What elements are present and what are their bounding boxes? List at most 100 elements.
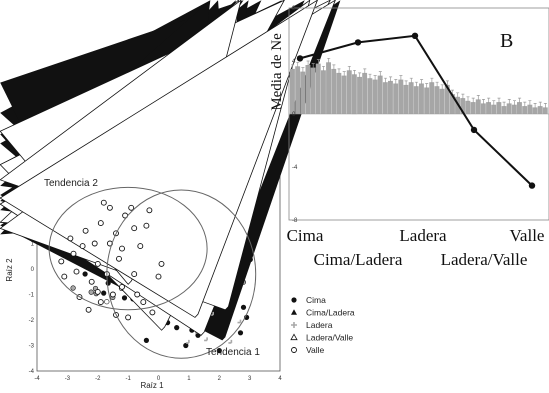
error-bar	[322, 65, 325, 72]
background-bar	[372, 79, 378, 114]
error-bar	[445, 80, 449, 86]
x-tick-label: -1	[125, 376, 131, 382]
background-bar	[424, 87, 430, 114]
scatter-point	[244, 314, 250, 320]
background-bar	[486, 102, 491, 114]
scatter-point	[143, 337, 149, 343]
error-bar	[466, 96, 470, 102]
scatter-point	[204, 337, 208, 342]
x-tick-label: 2	[218, 376, 222, 382]
background-bar	[403, 84, 409, 114]
background-bar	[336, 72, 342, 114]
error-bar	[389, 76, 393, 82]
scatter-point	[97, 299, 104, 306]
error-bar	[435, 81, 439, 88]
scatter-point	[119, 245, 125, 252]
x-category-label: Ladera/Valle	[441, 250, 528, 269]
trend-ellipse	[48, 186, 208, 311]
scatter-point	[128, 204, 135, 211]
y-tick-label: -4	[29, 369, 35, 375]
background-bar	[429, 82, 435, 114]
error-bar	[538, 101, 542, 108]
scatter-point	[290, 333, 298, 341]
error-bar	[342, 71, 346, 77]
x-tick-label: 3	[248, 376, 252, 382]
error-bar	[337, 68, 341, 74]
error-bar	[497, 97, 501, 104]
error-bar	[518, 97, 522, 104]
scatter-point	[73, 268, 80, 275]
legend: Cima Cima/Ladera Ladera Ladera/Valle Valle	[290, 295, 355, 355]
error-bar	[533, 103, 537, 109]
scatter-point	[109, 291, 116, 298]
scatter-point	[131, 225, 138, 232]
mean-point	[470, 126, 478, 134]
cloud-point	[101, 290, 107, 296]
scatter-points	[0, 0, 341, 354]
background-bar	[501, 106, 507, 114]
error-bar	[425, 83, 429, 89]
error-bar	[363, 68, 367, 74]
background-bar	[511, 104, 517, 114]
scatter-point	[149, 309, 156, 316]
background-bar	[315, 63, 321, 114]
background-bar	[413, 86, 419, 114]
background-bar	[444, 84, 450, 114]
scatter-point	[291, 322, 297, 328]
error-bar	[291, 64, 295, 70]
x-category-label: Cima/Ladera	[314, 250, 403, 269]
background-bar	[346, 70, 352, 114]
legend-label: Cima/Ladera	[306, 308, 355, 318]
error-bar	[311, 63, 315, 69]
line-panel-b: B 840-4-8 Media de Ne Cima Ladera ValleCim…	[269, 6, 549, 269]
error-bar	[409, 77, 413, 84]
y-tick-label: -1	[29, 293, 35, 299]
background-bar	[393, 83, 399, 114]
y-tick-label: 4	[292, 59, 296, 65]
background-bar	[496, 102, 502, 114]
background-bar	[398, 79, 404, 114]
scatter-point	[106, 204, 113, 211]
scatter-point	[291, 309, 297, 315]
scatter-point	[140, 299, 147, 306]
mean-point	[411, 32, 419, 39]
background-bar	[351, 74, 357, 115]
scatter-point	[94, 288, 101, 295]
scatter-point	[88, 278, 95, 285]
error-bar	[358, 72, 362, 78]
y-axis-title: Raíz 2	[5, 258, 14, 282]
scatter-point	[97, 220, 104, 227]
x-tick-label: -4	[34, 376, 40, 382]
error-bar	[476, 95, 480, 101]
panel-letter-b: B	[500, 30, 513, 52]
error-bar	[296, 61, 300, 68]
y-tick-label: -4	[292, 165, 298, 171]
error-bar	[528, 100, 532, 106]
y-tick-label: -3	[29, 344, 35, 350]
cloud-point	[70, 285, 76, 291]
error-bar	[332, 64, 336, 70]
scatter-point	[58, 258, 65, 265]
x-tick-label: 0	[157, 376, 161, 382]
error-bar	[327, 57, 331, 64]
cloud-point	[88, 289, 94, 295]
y-tick-label: -8	[292, 218, 298, 224]
background-bar	[331, 68, 337, 114]
background-bar	[362, 72, 368, 114]
error-bar	[301, 67, 305, 73]
legend-label: Valle	[306, 345, 325, 355]
error-bar	[492, 100, 496, 106]
x-tick-labels: Cima Ladera Valle Cima/Ladera Ladera/Valle	[287, 226, 545, 269]
y-tick-label: -2	[29, 318, 35, 324]
background-bar	[527, 104, 533, 114]
scatter-point	[61, 273, 68, 280]
mean-points	[296, 32, 536, 189]
error-bar	[399, 75, 403, 81]
background-bar	[470, 102, 476, 114]
error-bar	[507, 99, 511, 105]
background-bar	[542, 107, 548, 114]
scatter-point	[240, 304, 247, 310]
y-tick-labels: 8 4 0 -4 -8	[292, 6, 298, 224]
legend-label: Ladera/Valle	[306, 333, 353, 343]
x-axis-title: Raíz 1	[140, 381, 164, 390]
